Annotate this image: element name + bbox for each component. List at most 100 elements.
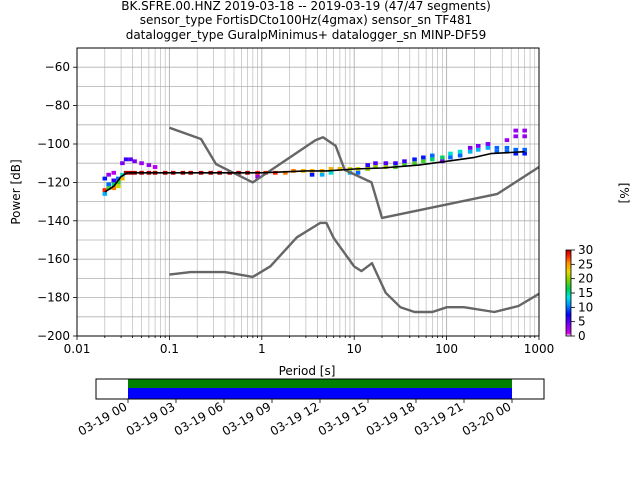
heatmap-cell [328,170,334,175]
new-low-noise-model-line [169,221,540,314]
y-tick-label: −180 [37,291,70,305]
heatmap-cell [430,157,435,162]
heatmap-cell [457,149,463,154]
heatmap-cell [383,161,389,166]
heatmap-cell [430,153,435,158]
coverage-bars [128,379,512,399]
time-tick-label: 03-19 09 [220,399,274,438]
heatmap-cell [120,176,125,181]
heatmap-cell [146,163,152,168]
x-tick-label: 10 [347,342,362,356]
time-tick-label: 03-19 12 [268,399,322,438]
y-tick-label: −60 [45,60,70,74]
heatmap-cell [139,161,144,166]
heatmap-cell [111,170,117,175]
heatmap-cell [116,176,121,181]
title-line-3: datalogger_type GuralpMinimus+ datalogge… [126,28,487,42]
heatmap-cell [111,182,117,187]
heatmap-cell [421,155,426,160]
heatmap-cell [475,144,481,148]
colorbar-tick-label: 30 [578,243,593,257]
colorbar-tick-label: 15 [578,286,593,300]
plot-frame [76,47,540,337]
time-tick-label: 03-19 06 [172,399,226,438]
time-tick-label: 03-19 18 [364,399,418,438]
heatmap-cell [152,165,158,169]
time-tick-label: 03-19 21 [412,399,466,438]
y-tick-label: −200 [37,329,70,343]
heatmap-cell [485,142,491,146]
heatmap-cell [522,147,527,152]
time-tick-label: 03-19 03 [124,399,178,438]
heatmap-cell [283,170,288,175]
heatmap-cell [102,188,108,192]
heatmap-cell [457,153,463,158]
heatmap-cell [393,161,398,166]
heatmap-cell [412,161,417,166]
coverage-bar [128,379,512,388]
heatmap-cell [440,155,445,160]
heatmap-cell [485,145,491,150]
heatmap-cell [421,159,426,164]
time-tick-label: 03-20 00 [460,399,514,438]
heatmap-cell [373,165,378,169]
heatmap-cell [504,149,510,154]
heatmap-cell [106,182,111,187]
heatmap-cell [494,149,500,154]
plot-background [77,48,539,336]
heatmap-cell [402,159,407,164]
x-tick-label: 100 [435,342,458,356]
heatmap-cell [513,134,519,139]
heatmap-cell [337,167,343,171]
heatmap-cell [402,163,407,168]
heatmap-cell [513,151,519,156]
heatmap-cell [522,128,527,133]
heatmap-cell [111,178,117,183]
heatmap-cell [116,184,121,189]
heatmap-cell [412,157,417,162]
heatmap-cell [319,172,325,177]
y-tick-label: −120 [37,175,70,189]
heatmap-cell [522,134,527,139]
heatmap-cell [123,157,129,162]
heatmap-cell [128,157,133,162]
y-tick-label: −100 [37,137,70,151]
colorbar-tick-label: 10 [578,300,593,314]
y-tick-label: −160 [37,252,70,266]
colorbar-gradient [565,249,572,337]
y-tick-label: −140 [37,214,70,228]
heatmap-cell [102,192,108,196]
mode-line [104,150,525,193]
heatmap-cell [116,180,121,185]
time-tick-label: 03-19 15 [316,399,370,438]
heatmap-cell [475,147,481,152]
heatmap-cell [522,151,527,156]
x-axis-label: Period [s] [279,364,336,378]
x-tick-label: 1000 [524,342,555,356]
heatmap-cell [132,159,137,164]
heatmap-cell [255,174,260,179]
colorbar-tick-label: 20 [578,272,593,286]
x-tick-label: 0.1 [160,342,179,356]
heatmap-cell [111,186,117,191]
model-curves [104,126,540,314]
heatmap-cell [448,155,453,160]
heatmap-cell [513,147,519,152]
y-axis-label: Power [dB] [9,159,23,224]
heatmap-cell [120,172,125,177]
heatmap-cell [355,170,361,175]
heatmap-cell [504,138,510,143]
colorbar-tick-label: 25 [578,257,593,271]
colorbar-tick-label: 0 [578,329,586,343]
heatmap-cell [448,151,453,156]
time-tick-label: 03-19 00 [76,399,130,438]
heatmap-cell [102,176,108,181]
colorbar-tick-label: 5 [578,315,586,329]
heatmap-cell [309,172,315,177]
new-high-noise-model-line [168,126,540,220]
heatmap-cell [120,161,125,166]
